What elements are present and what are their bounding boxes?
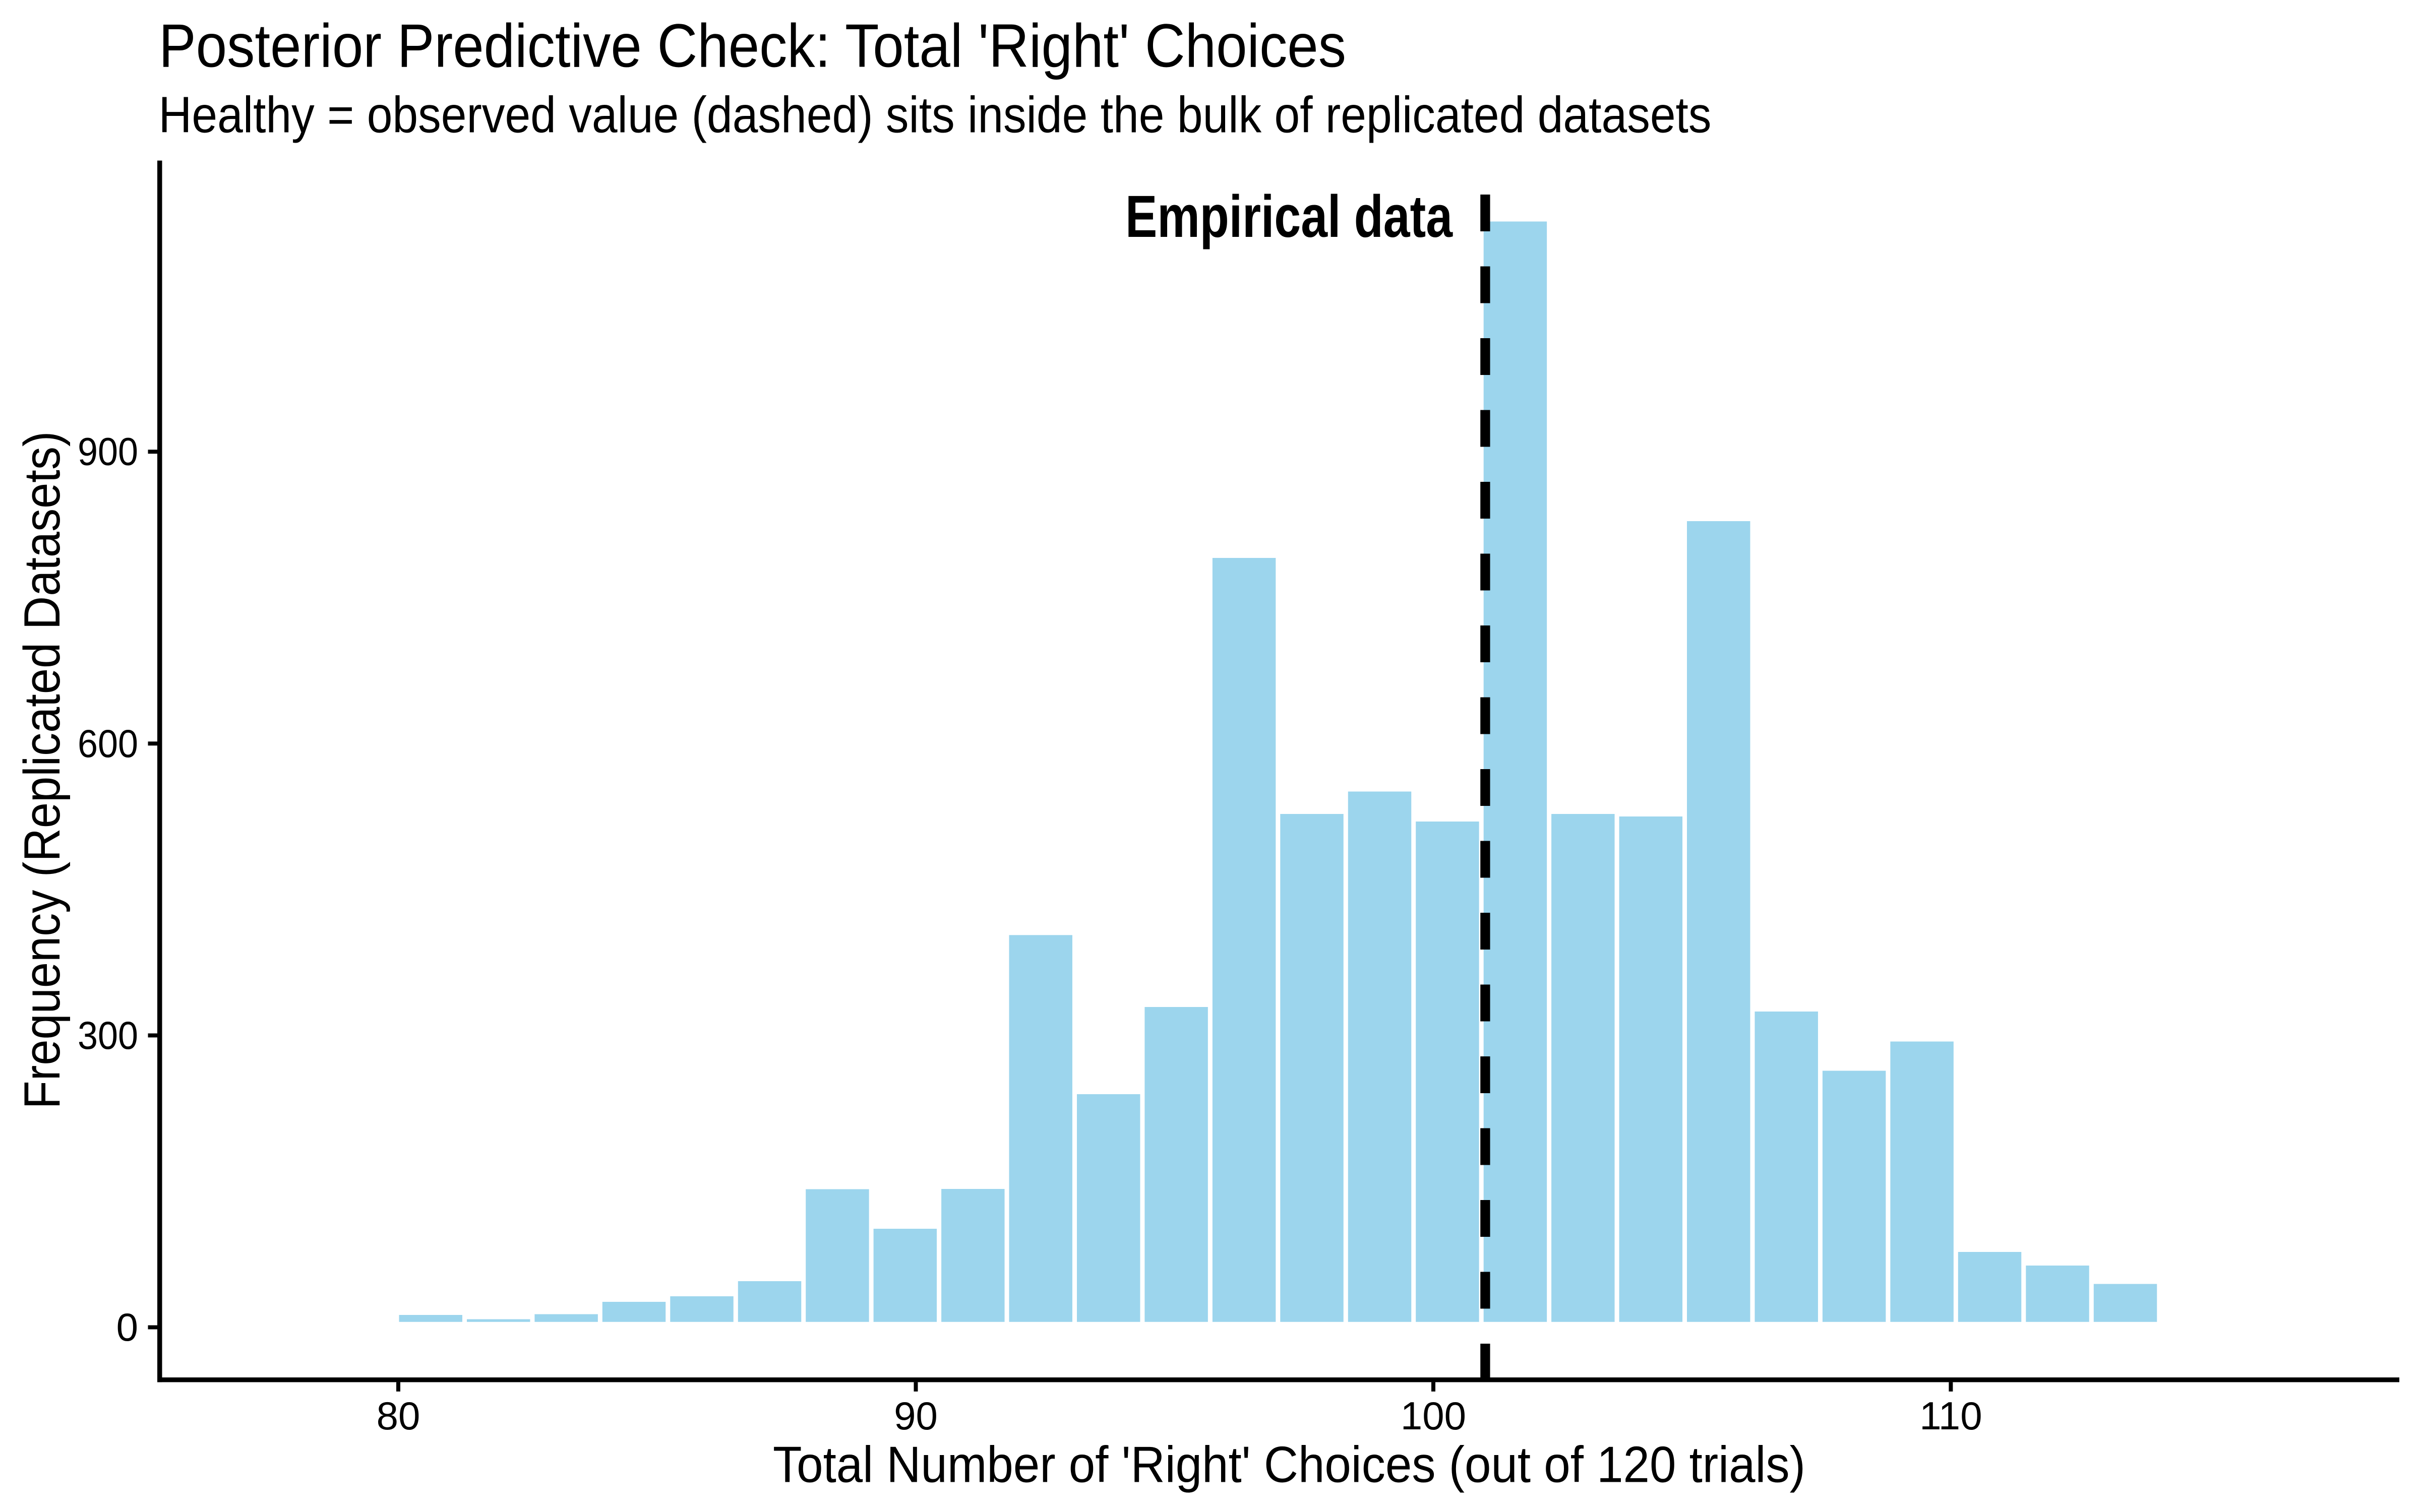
svg-text:Healthy = observed value (dash: Healthy = observed value (dashed) sits i… <box>159 87 1712 144</box>
svg-text:110: 110 <box>1919 1394 1982 1438</box>
svg-text:Frequency (Replicated Datasets: Frequency (Replicated Datasets) <box>14 431 71 1109</box>
svg-text:Posterior Predictive Check: To: Posterior Predictive Check: Total 'Right… <box>159 12 1346 80</box>
svg-text:600: 600 <box>78 721 138 766</box>
svg-text:0: 0 <box>116 1305 138 1349</box>
svg-text:300: 300 <box>78 1013 138 1057</box>
svg-text:Empirical data: Empirical data <box>1125 183 1453 250</box>
svg-text:90: 90 <box>894 1394 938 1438</box>
svg-text:900: 900 <box>78 429 138 474</box>
svg-text:80: 80 <box>377 1394 420 1438</box>
svg-text:Total Number of 'Right' Choice: Total Number of 'Right' Choices (out of … <box>773 1437 1805 1493</box>
svg-text:100: 100 <box>1401 1394 1466 1438</box>
